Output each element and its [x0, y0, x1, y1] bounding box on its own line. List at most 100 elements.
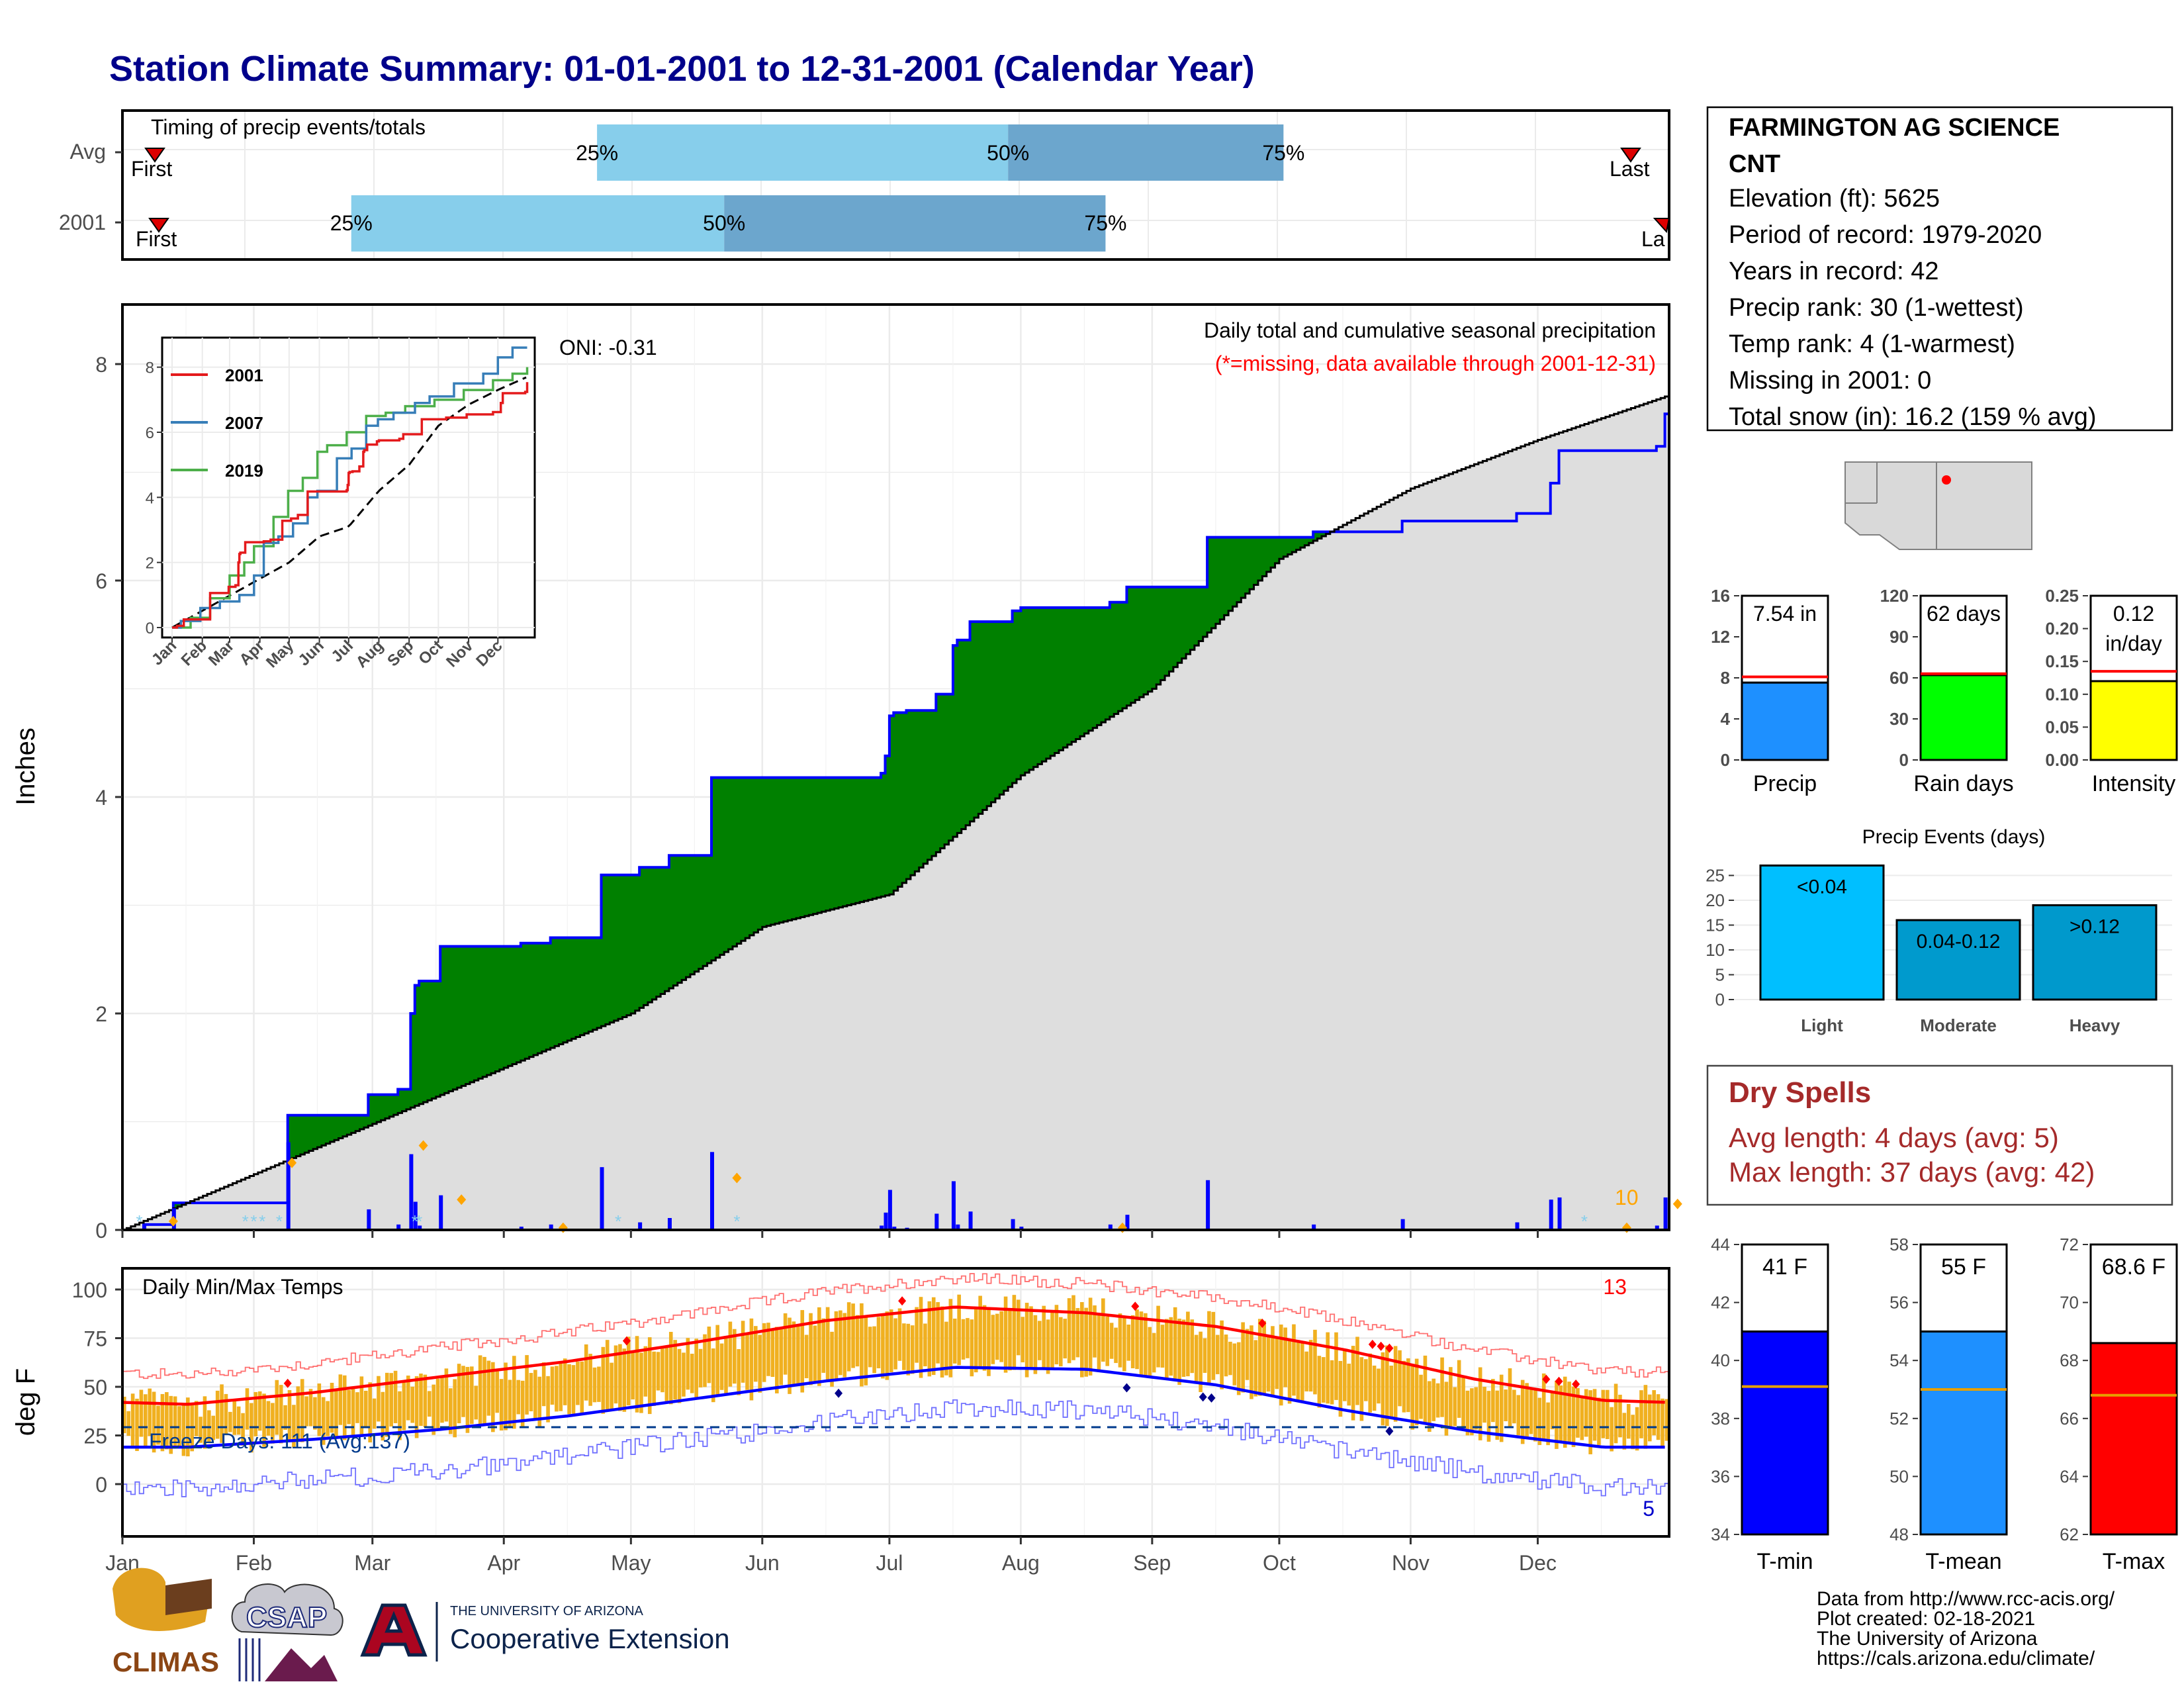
- temp-mini-value-label: 55 F: [1941, 1254, 1986, 1280]
- daily-temp-bar: [974, 1307, 978, 1373]
- cum-average-line: [122, 395, 1669, 1231]
- dry-title: Dry Spells: [1729, 1076, 1871, 1109]
- snow-marker: [732, 1172, 742, 1184]
- timing-last-2001-label: La: [1641, 227, 1665, 251]
- mini-ytick-label: 120: [1880, 586, 1909, 606]
- daily-precip-bar: [409, 1154, 414, 1230]
- daily-temp-bar: [770, 1330, 775, 1378]
- month-tick-label: Oct: [1263, 1551, 1296, 1575]
- daily-temp-bar: [359, 1376, 364, 1434]
- daily-temp-bar: [978, 1295, 982, 1368]
- events-bar: [2032, 904, 2158, 1001]
- daily-temp-bar: [228, 1411, 232, 1432]
- mini-bar-box: [1741, 594, 1829, 684]
- daily-temp-bar: [1351, 1346, 1355, 1421]
- hot-record-marker: [283, 1378, 292, 1388]
- daily-temp-bar: [199, 1417, 203, 1443]
- daily-temp-bar: [461, 1366, 465, 1417]
- snow-count-label: 10: [1615, 1186, 1639, 1209]
- daily-temp-bar: [1626, 1403, 1631, 1439]
- daily-temp-bar: [893, 1318, 897, 1370]
- daily-precip-bar: [638, 1222, 643, 1230]
- station-info-box: FARMINGTON AG SCIENCE CNT Elevation (ft)…: [1706, 106, 2173, 432]
- daily-temp-bar: [1639, 1390, 1643, 1438]
- state-outline: [1844, 461, 2032, 550]
- snow-marker: [1672, 1198, 1682, 1209]
- daily-temp-bar: [236, 1406, 241, 1435]
- daily-temp-bar: [148, 1388, 152, 1436]
- daily-temp-bar: [1465, 1390, 1470, 1436]
- timing-title: Timing of precip events/totals: [151, 115, 426, 139]
- mini-ytick-label: 0.10: [2045, 684, 2079, 704]
- freeze-days-label: Freeze Days: 111 (Avg:137): [149, 1429, 410, 1453]
- daily-temp-bar: [1372, 1365, 1377, 1411]
- temp-mini-ytick-label: 64: [2060, 1466, 2079, 1486]
- events-bar-label: <0.04: [1797, 876, 1847, 898]
- daily-temp-bar: [559, 1362, 563, 1411]
- daily-temp-bar: [643, 1346, 648, 1397]
- daily-temp-bar: [457, 1364, 461, 1424]
- temp-mini-value-label: 68.6 F: [2102, 1254, 2165, 1280]
- daily-temp-bar: [860, 1303, 864, 1387]
- daily-temp-bar: [906, 1323, 911, 1376]
- daily-temp-bar: [1457, 1360, 1461, 1418]
- daily-temp-bar: [614, 1345, 618, 1404]
- daily-temp-bar: [1173, 1307, 1177, 1382]
- inset-legend-2001: 2001: [225, 365, 263, 385]
- temp-mini-ytick-label: 48: [1889, 1524, 1909, 1544]
- daily-temp-bar: [766, 1323, 770, 1376]
- daily-temp-bar: [423, 1374, 428, 1428]
- month-axis: Jan Feb Mar Apr May Jun Jul Aug Sep Oct Nov Dec: [105, 1536, 1557, 1575]
- mini-ytick-label: 60: [1889, 668, 1909, 688]
- precip-ytick-label: 0: [95, 1219, 107, 1243]
- daily-temp-bar: [830, 1331, 834, 1387]
- daily-temp-bar: [966, 1318, 970, 1358]
- daily-temp-bar: [308, 1389, 313, 1427]
- daily-temp-bar: [1482, 1386, 1486, 1423]
- daily-temp-bar: [1546, 1402, 1550, 1446]
- missing-marker: *: [250, 1211, 257, 1231]
- daily-temp-bar: [1664, 1399, 1669, 1441]
- precip-ytick-label: 2: [95, 1002, 107, 1026]
- daily-precip-bar: [600, 1167, 604, 1230]
- ua-logo: THE UNIVERSITY OF ARIZONA Cooperative Ex…: [360, 1602, 730, 1662]
- daily-temp-bar: [1601, 1389, 1606, 1438]
- daily-temp-bar: [610, 1362, 614, 1411]
- daily-temp-bar: [363, 1390, 368, 1427]
- temp-mini-xlabel: T-max: [2103, 1549, 2165, 1574]
- daily-temp-bar: [1130, 1315, 1135, 1368]
- daily-temp-bar: [1135, 1309, 1139, 1370]
- daily-temp-bar: [533, 1370, 537, 1421]
- temp-bar-charts: 34 36 38 40 42 44 41 F T-min 48 50 52 54 56 58 55 F T-m…: [1711, 1235, 2178, 1574]
- station-precip-rank: Precip rank: 30 (1-wettest): [1729, 294, 2024, 322]
- daily-temp-bar: [253, 1391, 258, 1436]
- daily-temp-bar: [453, 1379, 457, 1438]
- daily-temp-bar: [1181, 1319, 1186, 1377]
- daily-temp-bar: [1207, 1311, 1211, 1383]
- daily-temp-bar: [910, 1325, 915, 1374]
- daily-precip-bar: [1125, 1215, 1130, 1230]
- daily-temp-bar: [1160, 1325, 1165, 1368]
- daily-temp-bar: [597, 1366, 601, 1402]
- daily-temp-bar: [694, 1338, 698, 1399]
- timing-last-2001-marker: [1653, 218, 1670, 234]
- hot-record-marker: [1542, 1374, 1551, 1384]
- timing-2001-bar-q25-q50: [351, 195, 725, 252]
- csap-logo-text: CSAP: [246, 1601, 327, 1634]
- daily-temp-bar: [622, 1348, 627, 1412]
- mini-bar: [1919, 674, 2008, 761]
- temp-mini-ytick-label: 42: [1711, 1293, 1730, 1313]
- mini-chart-intensity: 0.00 0.05 0.10 0.15 0.20 0.25 0.12 in/day Intens…: [2045, 586, 2178, 796]
- daily-temp-bar: [957, 1294, 961, 1366]
- mini-ytick-label: 0: [1721, 750, 1730, 770]
- daily-temp-bar: [944, 1321, 948, 1376]
- inset-legend-2007: 2007: [225, 413, 263, 433]
- temp-ytick-label: 0: [95, 1473, 107, 1497]
- precip-ylabel: Inches: [11, 727, 40, 806]
- precip-subtitle: Daily total and cumulative seasonal prec…: [1204, 318, 1656, 342]
- daily-temp-bar: [1211, 1311, 1216, 1380]
- daily-temp-bar: [1156, 1305, 1160, 1368]
- daily-temp-bar: [393, 1370, 398, 1423]
- daily-temp-bar: [1228, 1341, 1232, 1376]
